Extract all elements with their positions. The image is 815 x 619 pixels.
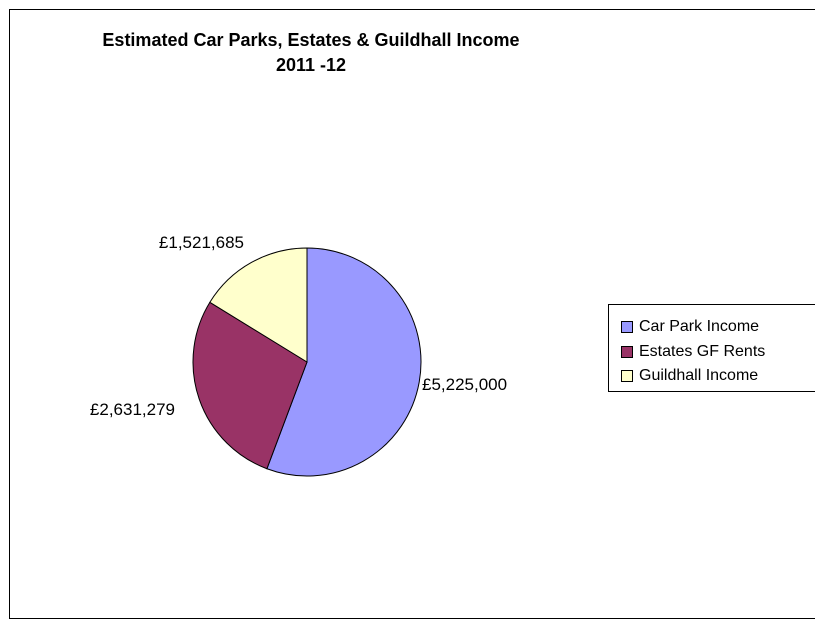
data-label-guildhall: £1,521,685 — [159, 233, 244, 252]
data-label-estates: £2,631,279 — [90, 400, 175, 419]
pie-slice-guildhall — [209, 247, 308, 363]
legend-item-guildhall: Guildhall Income — [621, 366, 758, 386]
legend-swatch-guildhall — [621, 370, 633, 382]
legend-label-car-park: Car Park Income — [639, 318, 760, 335]
chart-legend: Car Park Income Estates GF Rents Guildha… — [608, 304, 815, 392]
pie-slice-car-park — [266, 247, 422, 477]
legend-item-car-park: Car Park Income — [621, 317, 759, 337]
legend-label-estates: Estates GF Rents — [639, 343, 766, 360]
chart-title: Estimated Car Parks, Estates & Guildhall… — [102, 30, 520, 50]
chart-subtitle: 2011 -12 — [275, 55, 347, 75]
data-label-car-park: £5,225,000 — [422, 375, 507, 394]
legend-item-estates: Estates GF Rents — [621, 342, 765, 362]
pie-slice-estates — [192, 301, 308, 470]
chart-title-block: Estimated Car Parks, Estates & Guildhall… — [0, 28, 622, 78]
legend-label-guildhall: Guildhall Income — [639, 367, 759, 384]
legend-swatch-car-park — [621, 321, 633, 333]
legend-swatch-estates — [621, 346, 633, 358]
